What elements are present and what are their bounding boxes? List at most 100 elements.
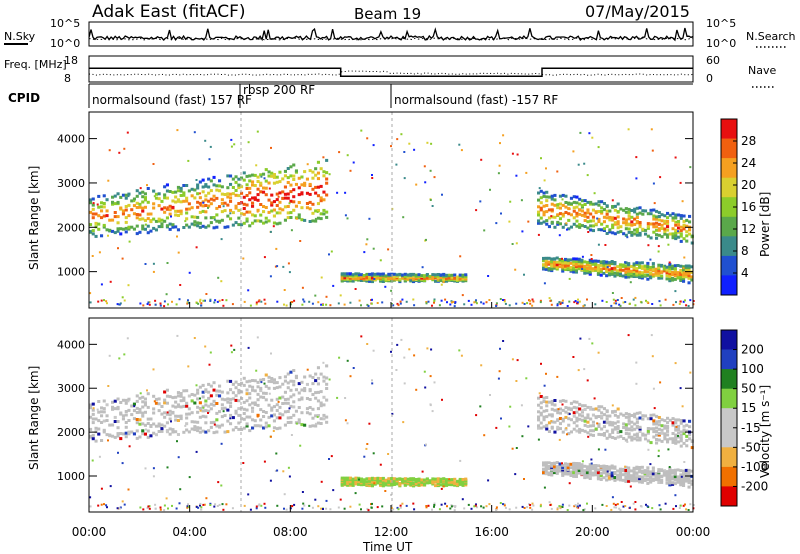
- power-cell: [688, 220, 692, 224]
- velocity-ground-speckle: [612, 502, 615, 505]
- power-cell: [102, 225, 106, 229]
- velocity-speckle: [358, 478, 360, 481]
- power-cell: [398, 272, 402, 276]
- power-cell: [370, 272, 374, 276]
- velocity-cell: [322, 413, 326, 417]
- velocity-cell: [539, 395, 543, 398]
- power-ground-speckle: [401, 298, 404, 301]
- power-cell: [684, 271, 688, 275]
- power-cell: [574, 270, 578, 274]
- velocity-cell: [264, 373, 268, 377]
- power-cell: [556, 220, 560, 224]
- velocity-cell: [685, 444, 689, 448]
- power-cell: [616, 222, 620, 226]
- power-cell: [381, 280, 385, 283]
- power-cell: [207, 199, 211, 203]
- velocity-cell: [392, 477, 396, 481]
- velocity-cell: [297, 421, 301, 425]
- velocity-cell: [633, 427, 637, 431]
- velocity-cell: [292, 413, 296, 417]
- velocity-cell: [193, 425, 197, 429]
- power-cell: [300, 183, 304, 187]
- power-cell: [253, 173, 257, 177]
- power-cell: [256, 187, 260, 191]
- velocity-cell: [555, 461, 559, 464]
- velocity-cell: [311, 416, 315, 420]
- velocity-cell: [569, 462, 573, 466]
- velocity-cell: [152, 407, 156, 411]
- velocity-speckle: [653, 407, 656, 410]
- power-cell: [567, 201, 571, 205]
- power-cell: [264, 206, 268, 209]
- velocity-cell: [583, 469, 587, 473]
- velocity-cell: [434, 477, 438, 481]
- power-cell: [365, 276, 369, 279]
- power-cell: [146, 231, 150, 235]
- power-cell: [212, 175, 216, 179]
- power-cell: [613, 271, 617, 275]
- power-cell: [248, 224, 252, 228]
- velocity-cell: [292, 405, 296, 409]
- velocity-cell: [453, 477, 457, 481]
- velocity-speckle: [550, 420, 553, 422]
- power-cell: [242, 171, 246, 175]
- velocity-cell: [663, 437, 667, 441]
- velocity-cell: [182, 396, 186, 400]
- power-speckle: [596, 217, 599, 220]
- power-cell: [578, 212, 582, 216]
- velocity-cell: [561, 399, 565, 403]
- power-cell: [585, 271, 589, 275]
- velocity-cell: [368, 477, 372, 481]
- velocity-cell: [679, 433, 683, 437]
- velocity-cell: [272, 378, 276, 382]
- power-cell: [264, 179, 268, 183]
- power-cell: [370, 280, 374, 284]
- velocity-cell: [635, 465, 639, 469]
- power-cell: [572, 270, 576, 274]
- velocity-cell: [657, 481, 661, 484]
- velocity-cell: [124, 413, 128, 417]
- power-cell: [464, 277, 468, 281]
- power-cell: [354, 276, 358, 280]
- velocity-ground-speckle: [399, 504, 402, 507]
- beam-title: Beam 19: [354, 5, 421, 23]
- power-cell: [292, 195, 296, 199]
- velocity-cell: [245, 422, 249, 426]
- velocity-cell: [305, 382, 309, 386]
- power-cell: [359, 275, 363, 279]
- power-cell: [687, 264, 691, 268]
- power-cell: [618, 272, 622, 276]
- velocity-cell: [580, 418, 584, 422]
- power-cell: [406, 273, 410, 277]
- power-cell: [220, 185, 224, 189]
- velocity-cell: [242, 412, 246, 415]
- power-cell: [572, 222, 576, 226]
- power-cell: [588, 272, 592, 276]
- freq-series: [88, 67, 694, 78]
- power-cell: [679, 264, 683, 268]
- power-cell: [322, 208, 326, 212]
- power-cell: [547, 260, 551, 264]
- velocity-cell: [657, 468, 661, 472]
- power-cell: [547, 256, 551, 260]
- power-cell: [190, 222, 194, 226]
- velocity-speckle: [458, 349, 461, 352]
- velocity-cell: [567, 432, 571, 436]
- power-cell: [660, 263, 664, 267]
- power-cell: [547, 195, 551, 199]
- velocity-cell: [215, 389, 219, 393]
- velocity-cell: [207, 409, 211, 413]
- power-cell: [688, 228, 692, 232]
- power-cell: [591, 215, 595, 219]
- velocity-ground-speckle: [167, 507, 169, 510]
- velocity-cell: [638, 416, 642, 420]
- velocity-cell: [684, 479, 688, 483]
- nave-line: [88, 70, 694, 76]
- power-cell: [138, 205, 142, 209]
- power-cell: [229, 199, 233, 203]
- power-cell: [242, 207, 246, 210]
- velocity-ground-speckle: [197, 506, 200, 509]
- velocity-ground-speckle: [488, 503, 491, 506]
- velocity-cell: [351, 483, 355, 487]
